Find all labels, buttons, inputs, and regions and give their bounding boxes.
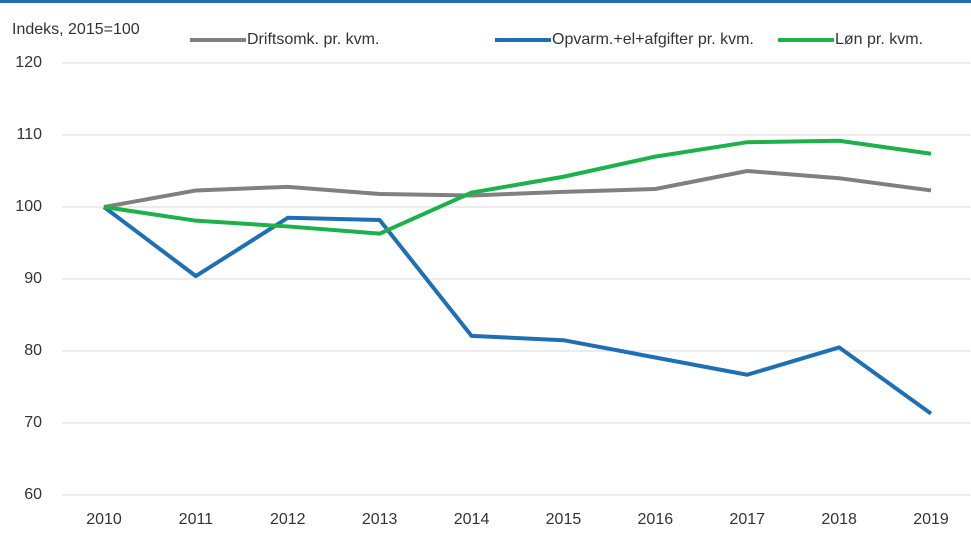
y-tick-label: 100 — [15, 198, 42, 215]
y-tick-label: 70 — [24, 414, 42, 431]
series-line — [102, 205, 933, 416]
top-rule — [0, 0, 971, 3]
legend-label: Driftsomk. pr. kvm. — [247, 31, 379, 48]
x-tick-label: 2012 — [270, 511, 306, 528]
y-axis-label: Indeks, 2015=100 — [12, 21, 140, 38]
series-line — [103, 169, 932, 209]
legend-label: Opvarm.+el+afgifter pr. kvm. — [552, 31, 754, 48]
x-tick-label: 2017 — [729, 511, 765, 528]
x-tick-label: 2019 — [913, 511, 949, 528]
series-line — [103, 138, 932, 236]
legend-label: Løn pr. kvm. — [835, 31, 923, 48]
x-tick-label: 2011 — [179, 511, 214, 528]
y-tick-label: 60 — [24, 486, 42, 503]
x-tick-label: 2015 — [546, 511, 582, 528]
y-tick-label: 80 — [24, 342, 42, 359]
y-tick-label: 110 — [16, 126, 42, 143]
x-tick-label: 2016 — [638, 511, 674, 528]
y-tick-label: 90 — [24, 270, 42, 287]
y-tick-label: 120 — [15, 54, 42, 71]
x-tick-label: 2018 — [821, 511, 857, 528]
x-tick-label: 2013 — [362, 511, 398, 528]
x-tick-label: 2010 — [86, 511, 122, 528]
x-tick-label: 2014 — [454, 511, 490, 528]
